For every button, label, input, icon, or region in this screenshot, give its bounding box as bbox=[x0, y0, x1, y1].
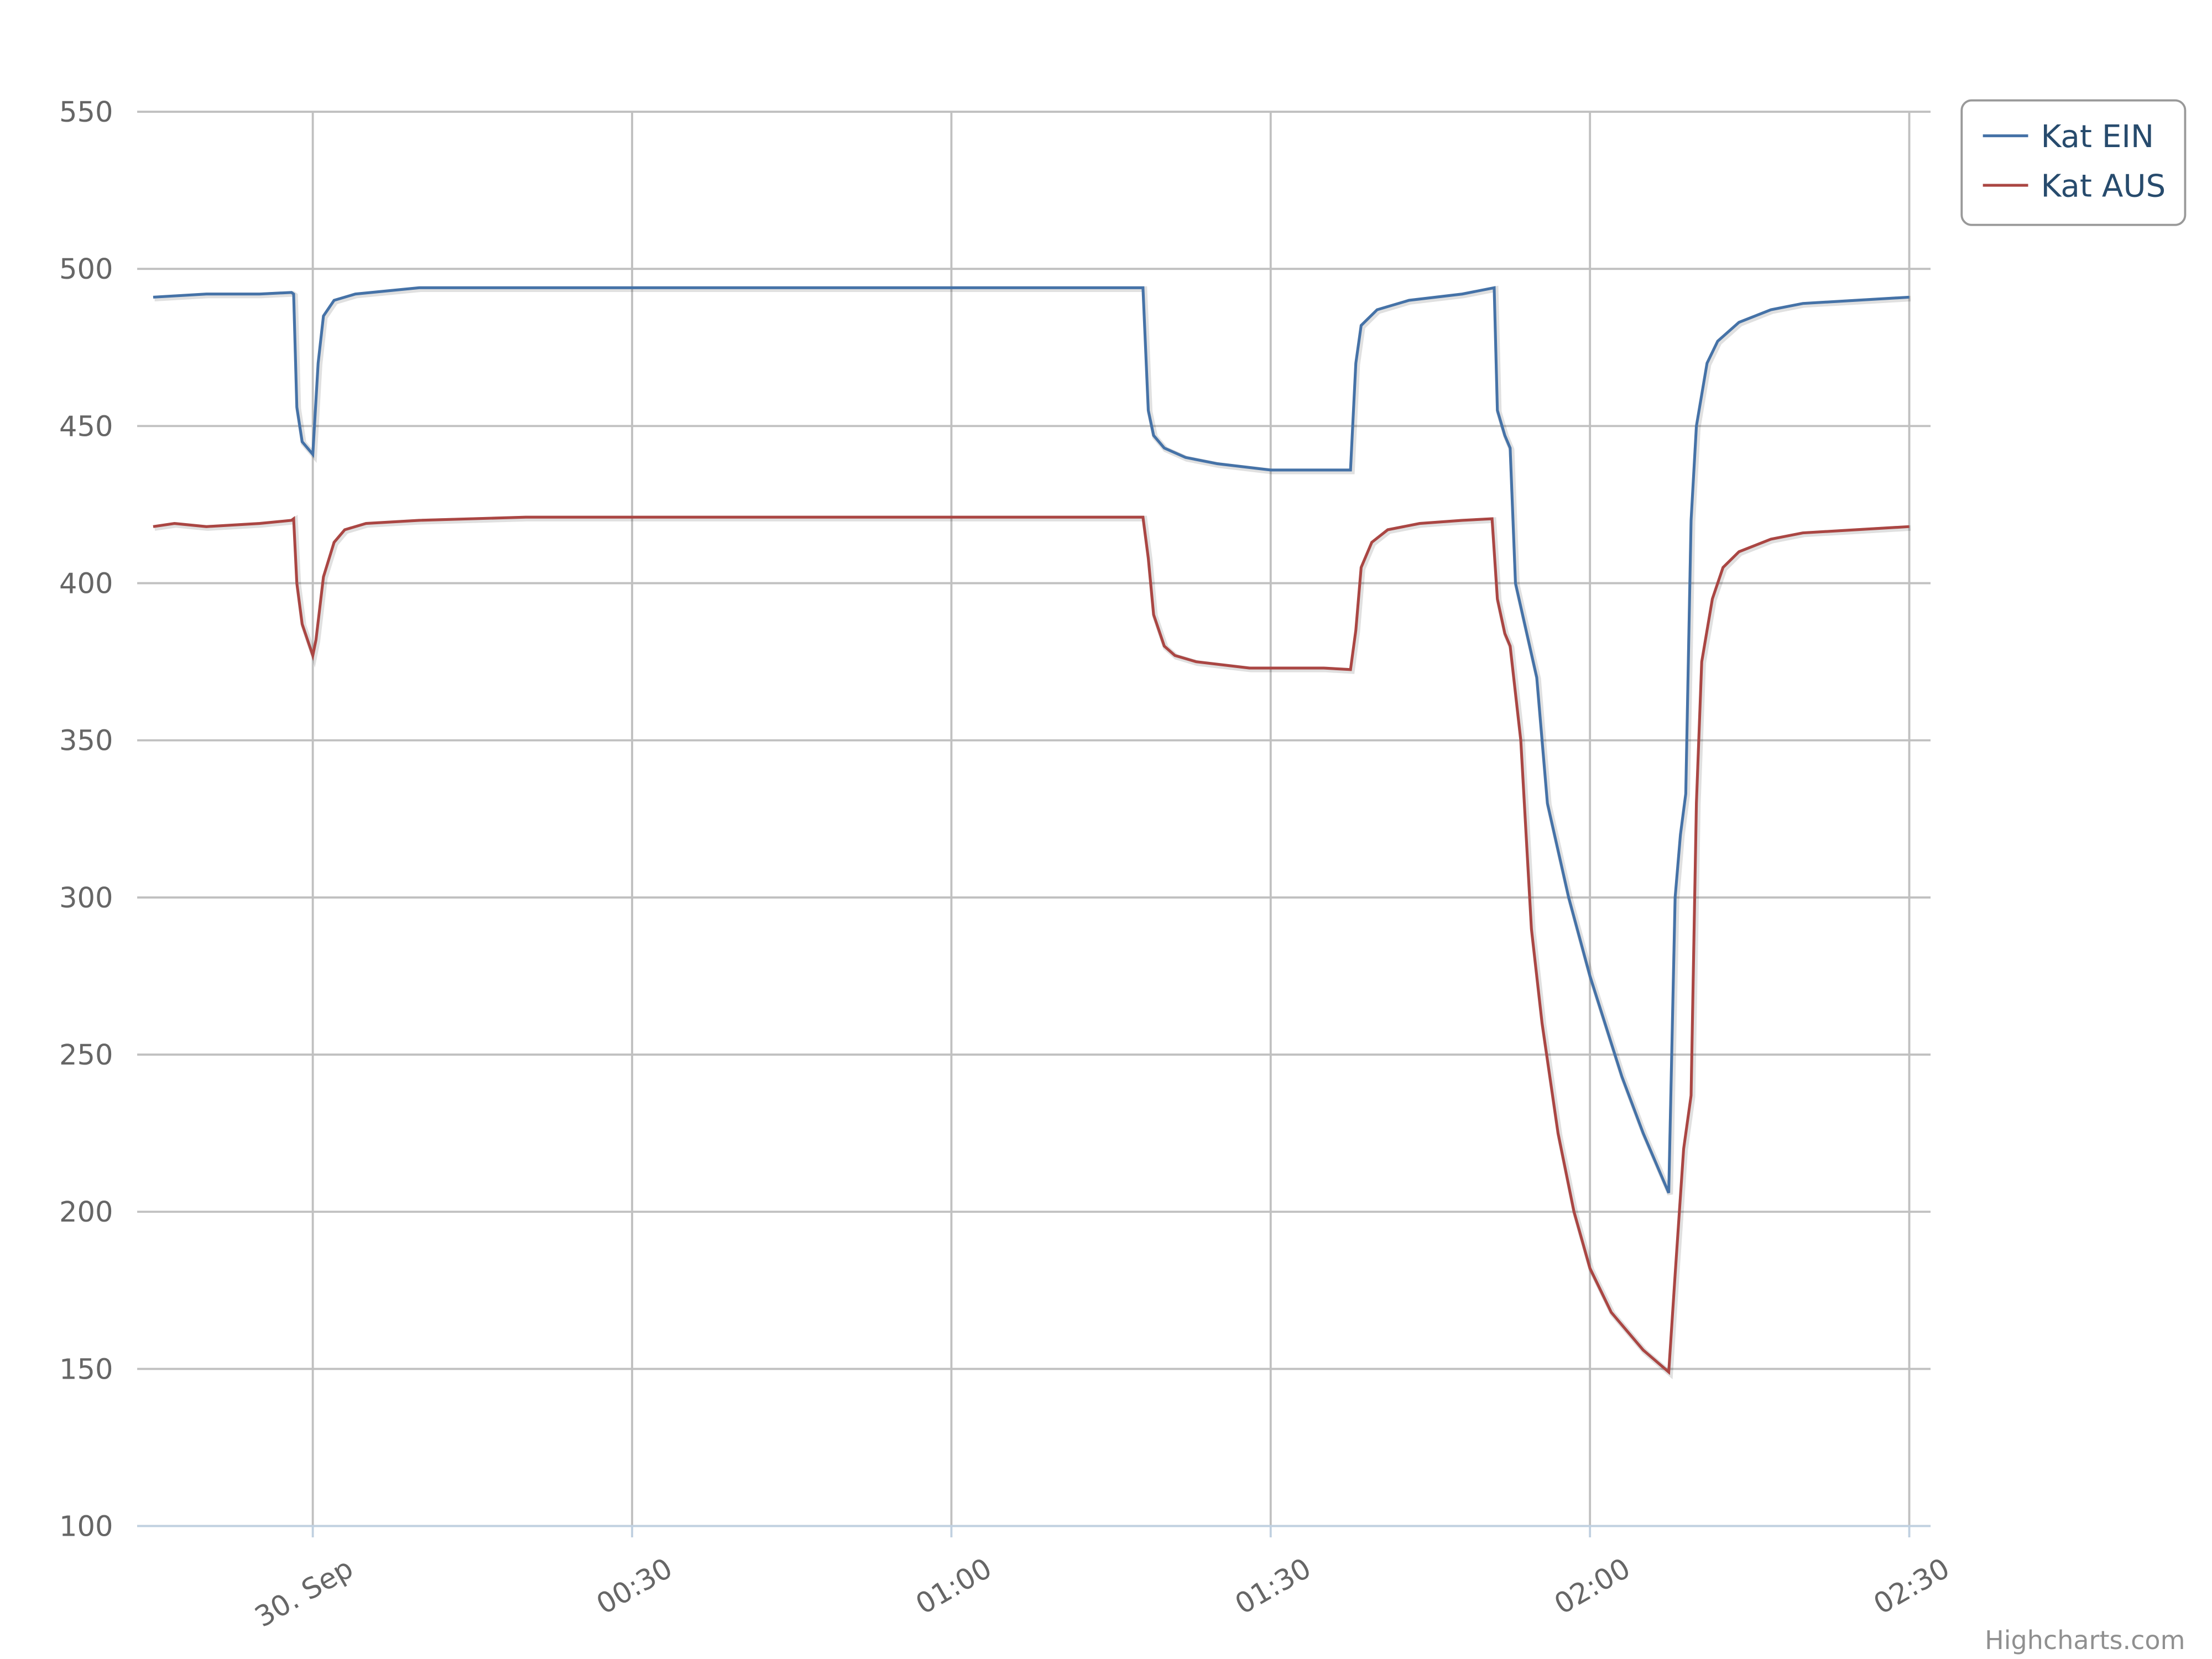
y-tick-label: 100 bbox=[59, 1510, 113, 1543]
legend-label: Kat EIN bbox=[2041, 119, 2154, 155]
series-line bbox=[153, 286, 1910, 1194]
y-tick-label: 300 bbox=[59, 882, 113, 915]
y-tick-label: 200 bbox=[59, 1196, 113, 1229]
credits: Highcharts.com bbox=[1985, 1625, 2185, 1655]
y-tick-label: 450 bbox=[59, 410, 113, 443]
y-tick-label: 250 bbox=[59, 1039, 113, 1072]
x-tick-label: 00:30 bbox=[591, 1552, 678, 1621]
y-tick-label: 500 bbox=[59, 253, 113, 286]
series-shadow bbox=[154, 285, 1911, 1196]
y-tick-label: 150 bbox=[59, 1353, 113, 1386]
x-tick-label: 01:30 bbox=[1230, 1552, 1317, 1621]
legend-box bbox=[1960, 99, 2187, 226]
y-tick-label: 400 bbox=[59, 567, 113, 600]
series-shadow bbox=[154, 514, 1911, 1380]
legend-label: Kat AUS bbox=[2041, 168, 2166, 204]
y-tick-label: 350 bbox=[59, 725, 113, 758]
x-tick-label: 30. Sep bbox=[249, 1552, 358, 1634]
x-tick-label: 02:30 bbox=[1869, 1552, 1955, 1621]
x-tick-label: 02:00 bbox=[1549, 1552, 1636, 1621]
y-tick-label: 550 bbox=[59, 96, 113, 129]
series-line bbox=[153, 515, 1910, 1375]
x-tick-label: 01:00 bbox=[910, 1552, 997, 1621]
